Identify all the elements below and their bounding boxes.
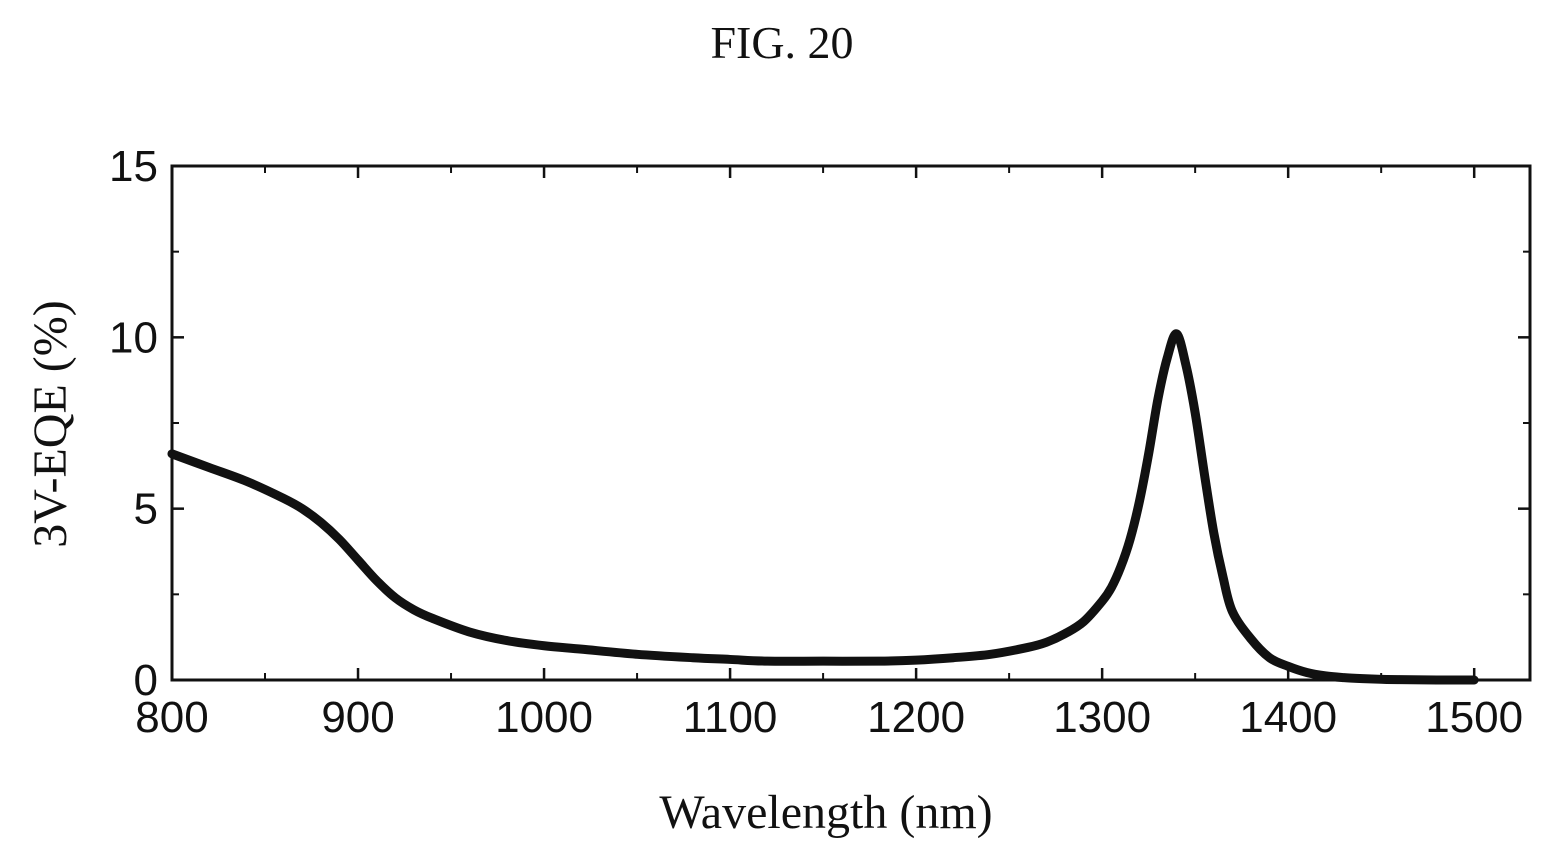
eqe-curve [167,329,1479,685]
tick-marks [170,164,1530,682]
x-tick-label: 1500 [1425,693,1523,742]
x-tick-label: 800 [135,693,208,742]
y-tick-label: 5 [134,485,158,534]
figure-title: FIG. 20 [710,17,853,68]
y-axis-label: 3V-EQE (%) [24,300,77,548]
y-tick-label: 10 [109,313,158,362]
x-tick-label: 1300 [1053,693,1151,742]
x-tick-label: 1200 [867,693,965,742]
x-tick-label: 1000 [495,693,593,742]
x-tick-label: 1100 [683,693,778,742]
tick-labels: 800 900 1000 1100 1200 1300 1400 1500 0 5 10 15 [109,142,1523,742]
y-tick-label: 0 [134,656,158,705]
y-tick-label: 15 [109,142,158,191]
plot-area-frame [170,164,1532,682]
x-tick-label: 900 [321,693,394,742]
x-tick-label: 1400 [1239,693,1337,742]
x-axis-label: Wavelength (nm) [659,786,992,839]
